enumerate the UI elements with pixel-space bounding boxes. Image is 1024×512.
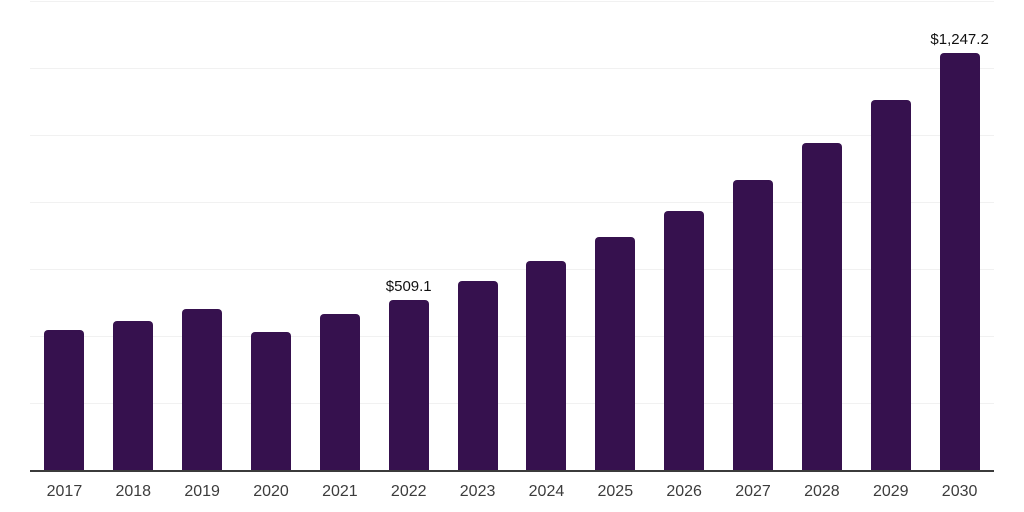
gridline-200: [30, 403, 994, 404]
gridline-600: [30, 269, 994, 270]
x-tick-2028: 2028: [804, 483, 840, 500]
value-label-2030: $1,247.2: [930, 31, 989, 49]
bar-2018: [113, 320, 154, 471]
x-tick-2029: 2029: [872, 483, 909, 500]
bar-band-2019: [168, 2, 237, 471]
x-tick-2024: 2024: [528, 483, 565, 500]
value-label-2022: $509.1: [385, 278, 432, 296]
x-tick-2017: 2017: [46, 483, 83, 500]
bar-2017: [44, 329, 85, 471]
x-tick-2020: 2020: [253, 483, 289, 500]
x-tick-2022: 2022: [390, 483, 427, 500]
bar-2027: [733, 179, 774, 471]
x-tick-2018: 2018: [115, 483, 152, 500]
x-tick-2025: 2025: [597, 483, 634, 500]
x-axis-tick-labels: 2017 2018 2019 2020 2021 2022 2023 2024 2025 2026…: [30, 482, 994, 501]
bar-2021: [319, 313, 360, 471]
bar-band-2028: [787, 2, 856, 471]
bar-band-2024: [512, 2, 581, 471]
bar-2026: [664, 210, 705, 471]
gridline-800: [30, 202, 994, 203]
bar-2024: [526, 260, 567, 471]
gridline-400: [30, 336, 994, 337]
bar-2019: [182, 308, 223, 471]
bar-band-2021: [305, 2, 374, 471]
bar-band-2025: [581, 2, 650, 471]
x-tick-2019: 2019: [184, 483, 220, 500]
bar-band-2023: [443, 2, 512, 471]
x-axis-line: [30, 470, 994, 472]
bars-group: $509.1 $1,247.2: [30, 2, 994, 471]
gridline-1400: [30, 1, 994, 2]
x-tick-2026: 2026: [666, 483, 702, 500]
bar-2025: [595, 236, 636, 471]
x-tick-2021: 2021: [322, 483, 358, 500]
bar-2028: [801, 142, 842, 471]
gridline-1000: [30, 135, 994, 136]
x-tick-2027: 2027: [735, 483, 771, 500]
plot-area: $509.1 $1,247.2: [30, 1, 994, 472]
bar-2023: [457, 281, 498, 471]
x-tick-2023: 2023: [459, 483, 496, 500]
bar-band-2017: [30, 2, 99, 471]
bar-2029: [870, 100, 911, 471]
bar-band-2020: [237, 2, 306, 471]
bar-band-2027: [719, 2, 788, 471]
bar-2020: [251, 331, 291, 471]
gridline-1200: [30, 68, 994, 69]
bar-band-2029: [856, 2, 925, 471]
bar-band-2030: $1,247.2: [925, 2, 994, 471]
bar-2022: [388, 300, 429, 471]
bar-band-2026: [650, 2, 719, 471]
bar-band-2018: [99, 2, 168, 471]
bar-2030: [939, 53, 980, 471]
bar-band-2022: $509.1: [374, 2, 443, 471]
x-tick-2030: 2030: [941, 483, 978, 500]
